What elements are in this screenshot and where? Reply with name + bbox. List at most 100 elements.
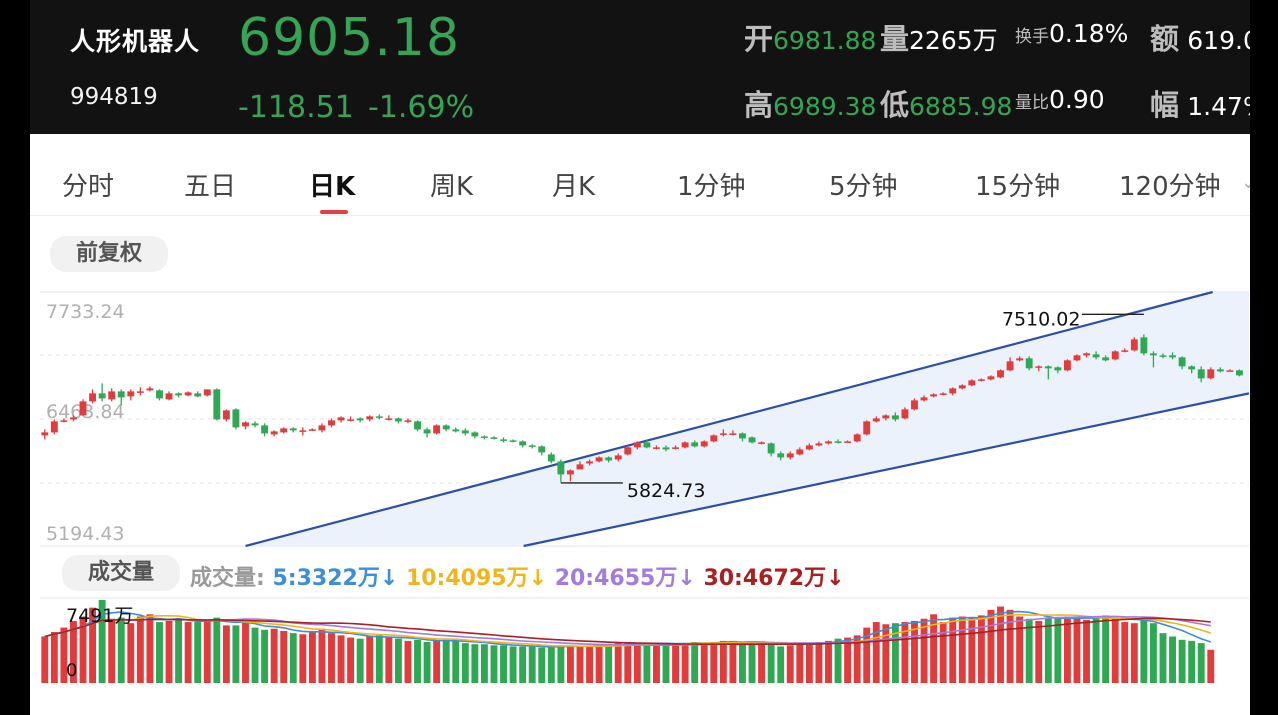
volume-bar [825,640,832,683]
volume-bar [777,646,785,683]
candle [433,425,441,434]
candle [633,442,641,448]
candle [165,393,173,400]
volume-bar [605,644,613,683]
candle [242,422,249,427]
volume-bar [700,643,708,683]
volume-bar [586,646,593,683]
candle [911,400,918,410]
tab-five-day[interactable]: 五日 [184,172,237,202]
candle [700,441,708,447]
candle [566,470,574,475]
candle [375,416,383,418]
candle [891,415,899,420]
volume-bar [509,646,517,683]
candle [1006,361,1014,371]
volume-bar [1149,623,1157,683]
volume-bar [863,627,871,683]
candle [356,418,364,421]
candle [366,416,374,420]
tab-daily-k[interactable]: 日K [309,172,356,202]
volume-axis-max: 7491万 [66,605,133,627]
volume-bar [385,637,393,683]
volume-bar [576,646,584,683]
candle [853,434,861,442]
candle [987,376,995,380]
volume-ma30: 30:4672万↓ [703,566,845,591]
volume-bar [270,628,278,683]
volume-bar [146,614,154,683]
candle [261,425,269,434]
candle [1226,370,1234,372]
volume-bar [1025,618,1033,683]
candle [509,440,517,442]
volume-bar [1044,617,1052,683]
candle [1073,355,1081,361]
candle [1121,350,1129,352]
volume-bar [471,644,479,683]
candle [825,441,832,444]
volume-bar [156,622,163,683]
volume-bar [347,637,355,683]
candle [1216,369,1224,372]
y-axis-label: 7733.24 [46,301,125,323]
candle [480,436,488,438]
candle [643,442,651,448]
volume-bar [633,643,641,683]
candle [624,447,632,455]
candle [1092,354,1100,358]
adjust-button[interactable]: 前复权 [50,236,168,272]
tab-15min[interactable]: 15分钟 [975,172,1061,202]
volume-bar [997,606,1004,683]
volume-bar [70,620,77,683]
volume-bar [299,634,307,683]
candle [662,447,670,450]
candle [528,445,536,447]
candle [442,425,450,430]
volume-bar [500,645,507,683]
volume-bar [117,617,125,683]
volume-bar [528,646,536,683]
volume-bar [911,620,918,683]
channel-upper-line [245,290,1214,548]
tab-monthly-k[interactable]: 月K [552,172,596,202]
candle [289,428,297,431]
candle [586,461,593,464]
candle [1140,337,1148,354]
volume-bar [1006,609,1014,683]
chevron-down-icon[interactable]: ⌄ [1241,172,1250,193]
volume-bar [901,622,909,683]
volume-bar [1054,617,1062,683]
candle [89,393,97,402]
volume-bar [394,638,402,683]
candle [1102,357,1110,361]
candle [557,461,565,475]
volume-ma10: 10:4095万↓ [405,566,548,591]
volume-bar [1111,618,1119,683]
candle [729,433,737,435]
candle [232,409,240,428]
candle [1035,366,1043,368]
candle [576,464,584,470]
volume-bar [748,642,756,683]
candle [222,410,230,420]
tab-weekly-k[interactable]: 周K [430,172,474,202]
candle [1197,369,1205,379]
volume-bar [1197,643,1205,683]
tab-intraday[interactable]: 分时 [62,172,115,202]
candle [213,389,221,420]
tab-120min[interactable]: 120分钟 [1119,172,1221,202]
volume-bar [786,645,794,683]
tab-1min[interactable]: 1分钟 [677,172,746,202]
candle [385,418,393,420]
candle [500,439,507,441]
candle [347,419,355,421]
candle [710,435,718,442]
volume-bar [853,635,861,683]
candle [175,393,183,396]
volume-bar [251,627,259,683]
volume-indicator-button[interactable]: 成交量 [62,555,180,591]
candle [614,455,622,460]
tab-5min[interactable]: 5分钟 [829,172,898,202]
quote-header: 人形机器人 994819 6905.18 -118.51 -1.69% 开698… [30,0,1250,134]
